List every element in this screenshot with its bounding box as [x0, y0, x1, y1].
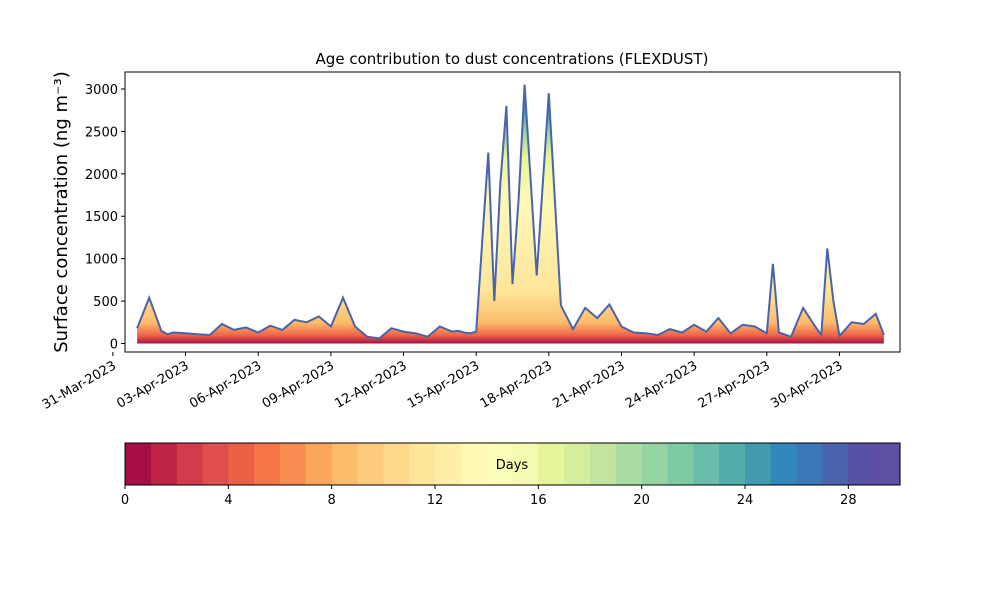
colorbar-segment: [357, 443, 384, 485]
colorbar-tick-label: 28: [840, 493, 857, 508]
colorbar-segment: [538, 443, 565, 485]
y-tick-label: 2500: [85, 125, 118, 140]
colorbar-tick-label: 4: [224, 493, 232, 508]
x-tick-label: 03-Apr-2023: [114, 358, 191, 411]
colorbar-label: Days: [496, 458, 529, 473]
y-tick-label: 0: [110, 338, 118, 353]
colorbar-segment: [796, 443, 824, 485]
x-tick-label: 30-Apr-2023: [768, 358, 845, 411]
colorbar-segment: [874, 443, 901, 485]
colorbar-segment: [280, 443, 307, 485]
colorbar-segment: [202, 443, 229, 485]
x-tick-label: 18-Apr-2023: [478, 358, 555, 411]
x-tick-label: 31-Mar-2023: [40, 358, 119, 412]
colorbar-segment: [409, 443, 436, 485]
x-tick-label: 21-Apr-2023: [550, 358, 627, 411]
x-tick-label: 24-Apr-2023: [623, 358, 700, 411]
y-axis-label: Surface concentration (ng m⁻³): [51, 71, 72, 353]
colorbar-segment: [770, 443, 798, 485]
colorbar-segment: [641, 443, 669, 485]
colorbar-segment: [228, 443, 255, 485]
colorbar-frame: [124, 442, 901, 486]
colorbar-segment: [719, 443, 746, 485]
x-tick-label: 06-Apr-2023: [187, 358, 264, 411]
colorbar-segment: [745, 443, 772, 485]
colorbar-tick-label: 16: [530, 493, 547, 508]
colorbar-tick-label: 24: [737, 493, 754, 508]
colorbar-tick-label: 0: [121, 493, 129, 508]
colorbar-segment: [305, 443, 333, 485]
colorbar-segment: [848, 443, 875, 485]
stacked-age-area: [136, 84, 885, 344]
plot-frame: [124, 71, 901, 353]
colorbar-segment: [435, 443, 462, 485]
x-tick-label: 15-Apr-2023: [405, 358, 482, 411]
colorbar-segment: [486, 443, 514, 485]
x-tick-label: 12-Apr-2023: [332, 358, 409, 411]
colorbar-tick-label: 20: [633, 493, 650, 508]
total-concentration-line: [136, 84, 885, 340]
colorbar: [125, 443, 901, 485]
colorbar-tick-label: 12: [427, 493, 444, 508]
colorbar-segment: [150, 443, 178, 485]
colorbar-segment: [176, 443, 204, 485]
y-tick-label: 2000: [85, 168, 118, 183]
y-tick-label: 1000: [85, 253, 118, 268]
y-tick-label: 500: [93, 295, 118, 310]
colorbar-segment: [693, 443, 720, 485]
colorbar-axis: 0 4 8 12 16 20 24 28: [121, 485, 857, 508]
y-tick-label: 1500: [85, 210, 118, 225]
y-axis: 0 500 1000 1500 2000 2500 3000: [85, 83, 125, 353]
x-axis: 31-Mar-202303-Apr-202306-Apr-202309-Apr-…: [40, 352, 845, 413]
colorbar-segment: [564, 443, 591, 485]
colorbar-segment: [615, 443, 643, 485]
colorbar-segment: [590, 443, 617, 485]
colorbar-segment: [667, 443, 694, 485]
colorbar-segment: [512, 443, 539, 485]
colorbar-segment: [254, 443, 281, 485]
colorbar-segment: [460, 443, 488, 485]
colorbar-segment: [383, 443, 410, 485]
colorbar-segment: [822, 443, 849, 485]
chart-title: Age contribution to dust concentrations …: [316, 50, 709, 68]
x-tick-label: 27-Apr-2023: [696, 358, 773, 411]
x-tick-label: 09-Apr-2023: [260, 358, 337, 411]
y-tick-label: 3000: [85, 83, 118, 98]
colorbar-segment: [125, 443, 152, 485]
colorbar-segment: [331, 443, 359, 485]
colorbar-tick-label: 8: [328, 493, 336, 508]
